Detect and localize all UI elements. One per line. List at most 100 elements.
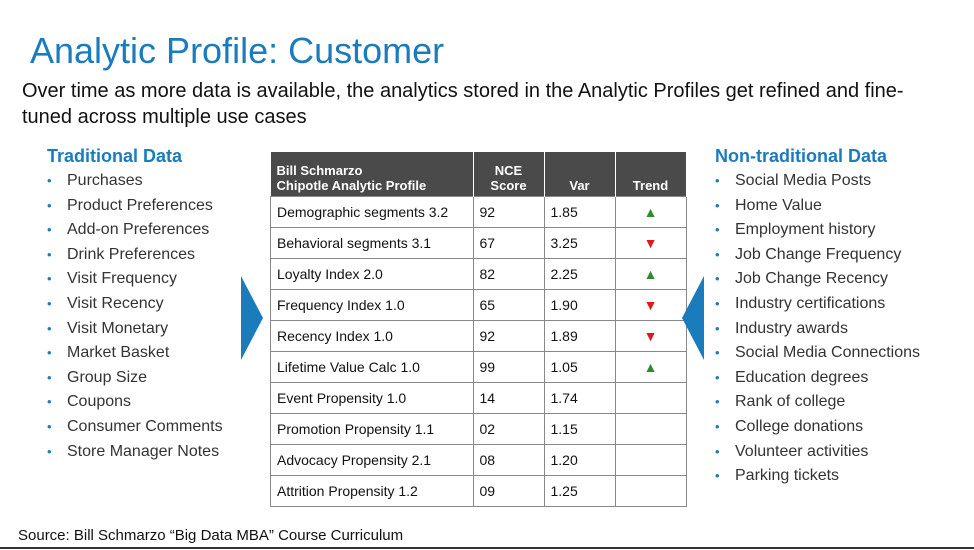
cell-trend: ▼ (614, 320, 687, 352)
cell-trend: ▲ (614, 258, 687, 290)
list-item: • Volunteer activities (715, 440, 920, 465)
header-var: Var (544, 152, 616, 197)
list-item: • Drink Preferences (47, 243, 223, 268)
list-item-label: Employment history (735, 221, 876, 239)
bullet-icon: • (715, 468, 720, 484)
cell-name: Loyalty Index 2.0 (270, 258, 474, 290)
bullet-icon: • (715, 320, 720, 336)
cell-score: 65 (472, 289, 545, 321)
cell-name: Advocacy Propensity 2.1 (270, 444, 474, 476)
arrow-left-icon (682, 276, 704, 360)
list-item: • Industry certifications (715, 292, 920, 317)
source-note: Source: Bill Schmarzo “Big Data MBA” Cou… (18, 527, 404, 544)
list-item-label: Industry awards (735, 319, 848, 337)
cell-var: 2.25 (543, 258, 616, 290)
list-item-label: Visit Monetary (67, 319, 169, 337)
traditional-items: • Purchases • Product Preferences • Add-on Pr… (47, 169, 223, 464)
cell-score: 09 (472, 475, 545, 507)
list-item: • Employment history (715, 218, 920, 243)
list-item: • Market Basket (47, 341, 223, 366)
cell-name: Demographic segments 3.2 (270, 196, 474, 228)
bullet-icon: • (47, 197, 52, 213)
list-item: • Visit Monetary (47, 317, 223, 342)
cell-trend: ▼ (614, 227, 687, 259)
list-item: • Job Change Recency (715, 267, 920, 292)
cell-score: 92 (472, 320, 545, 352)
cell-name: Recency Index 1.0 (270, 320, 474, 352)
cell-var: 1.89 (543, 320, 616, 352)
table-row: Demographic segments 3.2 92 1.85 ▲ (270, 196, 687, 228)
bullet-icon: • (47, 271, 52, 287)
header-score-line2: Score (490, 178, 527, 193)
table-body: Demographic segments 3.2 92 1.85 ▲ Behaviora… (270, 196, 687, 507)
list-item-label: Rank of college (735, 393, 846, 411)
list-item: • Industry awards (715, 317, 920, 342)
table-row: Attrition Propensity 1.2 09 1.25 (270, 475, 687, 507)
list-item: • Job Change Frequency (715, 243, 920, 268)
header-score-line1: NCE (494, 163, 523, 178)
cell-score: 99 (472, 351, 545, 383)
list-item: • Add-on Preferences (47, 218, 223, 243)
cell-trend: ▲ (614, 196, 687, 228)
list-item-label: Home Value (735, 196, 822, 214)
cell-var: 1.74 (543, 382, 616, 414)
list-item-label: Market Basket (67, 344, 170, 362)
list-item-label: Volunteer activities (735, 442, 869, 460)
list-item-label: Visit Recency (67, 294, 164, 312)
nontraditional-data-heading: Non-traditional Data (715, 146, 888, 166)
bullet-icon: • (47, 369, 52, 385)
bullet-icon: • (47, 443, 52, 459)
cell-name: Promotion Propensity 1.1 (270, 413, 474, 445)
trend-down-icon: ▼ (643, 328, 658, 344)
cell-var: 1.15 (543, 413, 616, 445)
table-row: Advocacy Propensity 2.1 08 1.20 (270, 444, 687, 476)
cell-var: 1.90 (543, 289, 616, 321)
cell-score: 08 (472, 444, 545, 476)
bullet-icon: • (47, 222, 52, 238)
list-item-label: Parking tickets (735, 467, 840, 485)
list-item-label: Visit Frequency (67, 270, 177, 288)
cell-trend: ▼ (614, 289, 687, 321)
nontraditional-items: • Social Media Posts • Home Value • Employmen… (715, 169, 920, 489)
list-item: • Purchases (47, 169, 223, 194)
cell-score: 02 (472, 413, 545, 445)
list-item-label: Job Change Recency (735, 270, 888, 288)
list-item-label: Purchases (67, 172, 143, 189)
cell-name: Lifetime Value Calc 1.0 (270, 351, 474, 383)
bottom-divider (0, 547, 974, 549)
cell-trend (614, 413, 687, 445)
cell-score: 82 (472, 258, 545, 290)
list-item-label: Job Change Frequency (735, 245, 902, 263)
traditional-data-heading: Traditional Data (47, 146, 183, 166)
trend-down-icon: ▼ (643, 297, 658, 313)
cell-trend (614, 382, 687, 414)
cell-name: Behavioral segments 3.1 (270, 227, 474, 259)
list-item-label: Coupons (67, 393, 132, 411)
page-subtitle: Over time as more data is available, the… (22, 80, 904, 128)
table-header-row: Bill Schmarzo Chipotle Analytic Profile … (270, 152, 687, 197)
nontraditional-data-list: Non-traditional Data • Social Media Posts… (715, 146, 920, 489)
cell-var: 1.85 (543, 196, 616, 228)
list-item-label: Drink Preferences (67, 245, 196, 263)
trend-down-icon: ▼ (643, 235, 658, 251)
list-item-label: Consumer Comments (67, 417, 223, 435)
header-name-line1: Bill Schmarzo (276, 163, 363, 178)
trend-up-icon: ▲ (643, 204, 658, 220)
header-score: NCE Score (473, 152, 545, 197)
list-item: • Consumer Comments (47, 415, 223, 440)
traditional-data-list: Traditional Data • Purchases • Product Pref… (47, 146, 223, 464)
cell-var: 1.05 (543, 351, 616, 383)
list-item: • Visit Frequency (47, 267, 223, 292)
cell-score: 92 (472, 196, 545, 228)
list-item: • Social Media Posts (715, 169, 920, 194)
page-title: Analytic Profile: Customer (30, 30, 445, 71)
bullet-icon: • (715, 246, 720, 262)
trend-up-icon: ▲ (643, 359, 658, 375)
cell-trend: ▲ (614, 351, 687, 383)
cell-var: 1.25 (543, 475, 616, 507)
bullet-icon: • (715, 197, 720, 213)
bullet-icon: • (47, 418, 52, 434)
table-row: Behavioral segments 3.1 67 3.25 ▼ (270, 227, 687, 259)
list-item-label: Group Size (67, 368, 148, 386)
cell-score: 14 (472, 382, 545, 414)
